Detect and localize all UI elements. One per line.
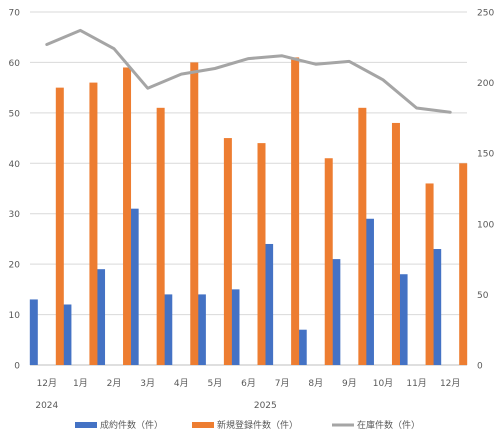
x-tick-label: 8月 bbox=[308, 378, 323, 389]
bar-new-listings bbox=[425, 183, 434, 365]
bar-new-listings bbox=[89, 82, 98, 365]
legend-item: 新規登録件数（件） bbox=[192, 419, 298, 431]
x-tick-label: 2月 bbox=[107, 378, 122, 389]
left-y-tick-label: 50 bbox=[9, 109, 21, 119]
line-inventory bbox=[45, 28, 452, 114]
bar-new-listings bbox=[391, 122, 400, 365]
bar-new-listings bbox=[459, 163, 468, 365]
x-tick-label: 5月 bbox=[208, 378, 223, 389]
bar-contracts bbox=[265, 243, 274, 365]
x-tick-label: 4月 bbox=[174, 378, 189, 389]
legend-label: 成約件数（件） bbox=[100, 419, 163, 431]
legend-swatch bbox=[192, 422, 214, 428]
x-tick-label: 10月 bbox=[373, 378, 393, 389]
x-year-label: 2025 bbox=[254, 401, 277, 411]
bar-series bbox=[29, 57, 468, 366]
bar-new-listings bbox=[257, 143, 266, 365]
right-y-tick-label: 50 bbox=[477, 291, 489, 301]
bar-contracts bbox=[130, 208, 139, 365]
bar-new-listings bbox=[55, 87, 64, 366]
bar-contracts bbox=[231, 289, 240, 365]
legend-item: 在庫件数（件） bbox=[332, 419, 420, 431]
bar-contracts bbox=[399, 274, 408, 365]
legend-item: 成約件数（件） bbox=[75, 419, 163, 431]
legend-swatch bbox=[75, 422, 97, 428]
right-y-tick-label: 100 bbox=[477, 220, 494, 230]
bar-new-listings bbox=[190, 62, 199, 366]
legend-label: 在庫件数（件） bbox=[357, 419, 420, 431]
left-y-tick-label: 40 bbox=[9, 160, 21, 170]
bar-contracts bbox=[29, 299, 38, 365]
x-tick-label: 12月 bbox=[37, 378, 57, 389]
bar-contracts bbox=[365, 218, 374, 365]
left-y-tick-label: 70 bbox=[9, 9, 21, 19]
legend-label: 新規登録件数（件） bbox=[217, 419, 298, 431]
legend: 成約件数（件） 新規登録件数（件） 在庫件数（件） bbox=[75, 419, 420, 431]
x-tick-label: 7月 bbox=[275, 378, 290, 389]
bar-new-listings bbox=[324, 158, 333, 365]
right-y-axis: 0 50 100 150 200 250 bbox=[477, 9, 494, 372]
x-tick-label: 1月 bbox=[73, 378, 88, 389]
line-series bbox=[45, 28, 452, 114]
x-tick-label: 9月 bbox=[342, 378, 357, 389]
bar-contracts bbox=[197, 294, 206, 365]
bar-new-listings bbox=[223, 138, 232, 365]
left-y-tick-label: 0 bbox=[14, 362, 20, 372]
left-y-axis: 0 10 20 30 40 50 60 70 bbox=[9, 9, 21, 372]
bar-contracts bbox=[298, 329, 307, 365]
left-y-tick-label: 20 bbox=[9, 261, 21, 271]
bar-new-listings bbox=[291, 57, 300, 366]
x-axis: 12月 1月 2月 3月 4月 5月 6月 7月 8月 9月 10月 11月 12月 2024 2025 bbox=[35, 378, 460, 411]
x-year-label: 2024 bbox=[35, 401, 58, 411]
x-tick-label: 12月 bbox=[440, 378, 460, 389]
x-tick-label: 6月 bbox=[241, 378, 256, 389]
left-y-tick-label: 30 bbox=[9, 210, 21, 220]
bar-contracts bbox=[332, 259, 341, 365]
bar-new-listings bbox=[358, 107, 367, 366]
left-y-tick-label: 60 bbox=[9, 59, 21, 69]
bar-contracts bbox=[164, 294, 173, 365]
right-y-tick-label: 0 bbox=[477, 362, 483, 372]
bar-contracts bbox=[433, 249, 442, 365]
bar-new-listings bbox=[123, 67, 132, 365]
left-y-tick-label: 10 bbox=[9, 311, 21, 321]
right-y-tick-label: 200 bbox=[477, 79, 494, 89]
bar-contracts bbox=[63, 304, 72, 365]
right-y-tick-label: 250 bbox=[477, 9, 494, 19]
bar-new-listings bbox=[156, 107, 165, 366]
bar-contracts bbox=[97, 269, 106, 365]
x-tick-label: 11月 bbox=[406, 378, 426, 389]
x-tick-label: 3月 bbox=[140, 378, 155, 389]
right-y-tick-label: 150 bbox=[477, 150, 494, 160]
